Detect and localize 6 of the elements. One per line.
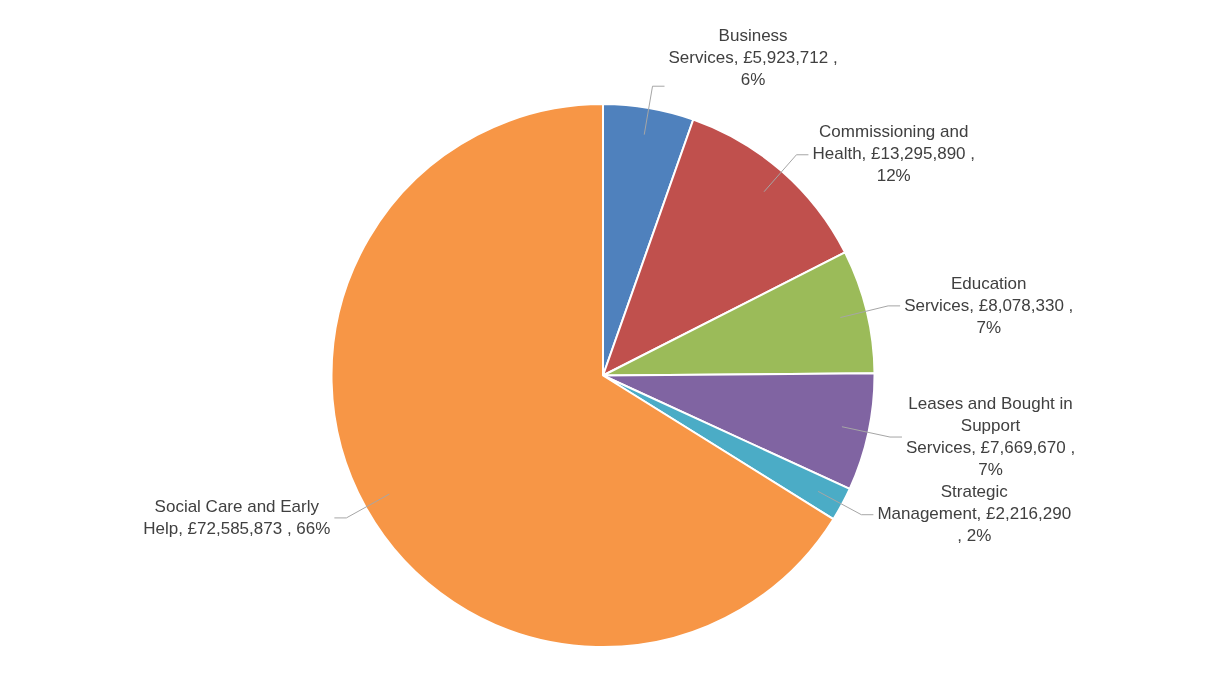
slice-label: Business Services, £5,923,712 , 6% <box>668 25 838 89</box>
slice-label: Leases and Bought in Support Services, £7,669,670 , 7% <box>905 393 1076 479</box>
slice-label: Social Care and Early Help, £72,585,873 , 66% <box>143 496 331 538</box>
slice-label: Commissioning and Health, £13,295,890 , 12% <box>812 122 976 186</box>
slice-label: Strategic Management, £2,216,290 , 2% <box>877 482 1072 546</box>
slice-label: Education Services, £8,078,330 , 7% <box>904 273 1074 337</box>
